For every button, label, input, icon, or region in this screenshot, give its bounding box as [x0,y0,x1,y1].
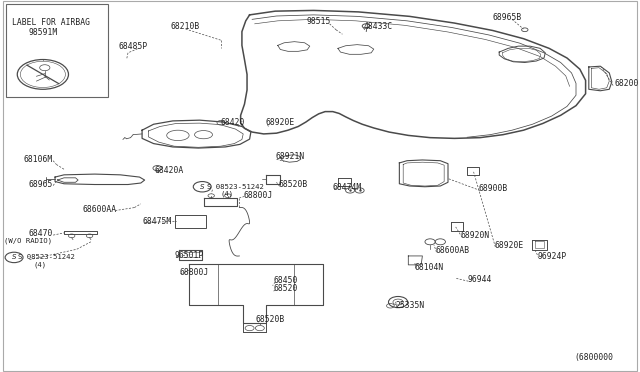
Text: 68450: 68450 [274,276,298,285]
Text: (6800000: (6800000 [574,353,613,362]
Text: 68420A: 68420A [155,166,184,174]
Text: S 08523-51242: S 08523-51242 [18,254,75,260]
Text: 68600AA: 68600AA [83,205,117,214]
Text: 68600AB: 68600AB [435,246,469,255]
Text: 68520B: 68520B [256,315,285,324]
Text: S: S [12,254,17,260]
Text: 48433C: 48433C [364,22,393,31]
Text: 96924P: 96924P [538,252,567,261]
Text: S: S [200,184,205,190]
Text: 68485P: 68485P [118,42,148,51]
Text: 68520B: 68520B [278,180,308,189]
Text: 98591M: 98591M [28,28,58,37]
Text: 98515: 98515 [307,17,331,26]
Text: S 08523-51242: S 08523-51242 [207,184,264,190]
Text: 68921N: 68921N [275,153,305,161]
Text: 68920E: 68920E [494,241,524,250]
Text: 96501P: 96501P [174,251,204,260]
Text: 68920N: 68920N [461,231,490,240]
Text: 96944: 96944 [467,275,492,284]
Text: (4): (4) [220,190,234,197]
Text: 68475M: 68475M [142,217,172,226]
Text: 68965: 68965 [28,180,52,189]
Text: 68210B: 68210B [171,22,200,31]
Text: LABEL FOR AIRBAG: LABEL FOR AIRBAG [12,18,90,27]
Bar [175,215,206,228]
Text: 68200: 68200 [614,79,639,88]
Text: (W/O RADIO): (W/O RADIO) [4,237,52,244]
Text: 25335N: 25335N [396,301,425,310]
Text: 68965B: 68965B [492,13,522,22]
Text: 68474M: 68474M [333,183,362,192]
Text: 68800J: 68800J [243,191,273,200]
Text: 68470: 68470 [28,229,52,238]
Text: 68520: 68520 [274,284,298,293]
Text: 68900B: 68900B [479,185,508,193]
Text: 68104N: 68104N [415,263,444,272]
Text: 68800J: 68800J [179,268,209,277]
Text: (4): (4) [33,261,47,268]
Text: 68920E: 68920E [266,118,295,127]
Text: 68106M: 68106M [23,155,52,164]
Bar [6,4,108,97]
Text: 68420: 68420 [220,118,244,127]
